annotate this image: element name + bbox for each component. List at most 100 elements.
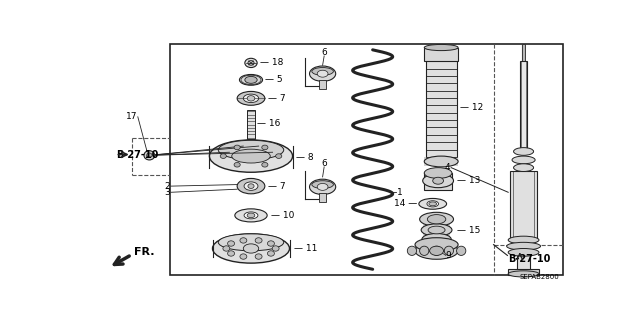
Text: 9: 9: [446, 251, 452, 260]
Ellipse shape: [428, 215, 446, 224]
Text: — 7: — 7: [268, 182, 285, 191]
Ellipse shape: [429, 246, 444, 256]
Ellipse shape: [415, 242, 458, 259]
Ellipse shape: [243, 244, 259, 253]
Ellipse shape: [428, 226, 445, 234]
Text: — 10: — 10: [271, 211, 294, 220]
Ellipse shape: [415, 238, 458, 252]
Bar: [319, 193, 326, 202]
Ellipse shape: [310, 179, 336, 195]
Ellipse shape: [240, 254, 247, 259]
Bar: [422, 230, 451, 239]
Text: — 13: — 13: [458, 176, 481, 185]
Bar: [422, 219, 451, 230]
Text: 14 —: 14 —: [394, 199, 417, 208]
Ellipse shape: [317, 183, 328, 190]
Text: 4: 4: [445, 163, 451, 172]
Bar: [424, 173, 452, 190]
Ellipse shape: [513, 148, 534, 155]
Ellipse shape: [424, 156, 458, 167]
Ellipse shape: [312, 181, 333, 189]
Ellipse shape: [419, 198, 447, 209]
Bar: [415, 245, 458, 252]
Bar: [424, 48, 458, 61]
Ellipse shape: [407, 246, 417, 256]
Text: — 7: — 7: [268, 94, 285, 103]
Bar: [426, 60, 456, 161]
Ellipse shape: [245, 76, 257, 83]
Ellipse shape: [456, 246, 466, 256]
Ellipse shape: [220, 154, 227, 159]
Ellipse shape: [255, 254, 262, 259]
Ellipse shape: [239, 74, 262, 85]
Ellipse shape: [444, 246, 454, 256]
Ellipse shape: [244, 212, 258, 219]
Ellipse shape: [255, 238, 262, 243]
Ellipse shape: [421, 224, 452, 236]
Ellipse shape: [237, 178, 265, 194]
Text: 2: 2: [164, 182, 170, 191]
Ellipse shape: [228, 251, 234, 256]
Ellipse shape: [433, 177, 444, 184]
Text: 6: 6: [321, 48, 327, 57]
Ellipse shape: [508, 271, 539, 277]
Ellipse shape: [248, 61, 254, 65]
Ellipse shape: [212, 234, 289, 263]
Bar: [520, 61, 527, 150]
Ellipse shape: [513, 164, 534, 172]
Ellipse shape: [512, 156, 535, 164]
Ellipse shape: [424, 44, 458, 51]
Ellipse shape: [507, 242, 541, 250]
Ellipse shape: [147, 153, 152, 158]
Ellipse shape: [244, 182, 258, 190]
Bar: [508, 269, 539, 275]
Ellipse shape: [310, 66, 336, 81]
Ellipse shape: [234, 145, 240, 150]
Bar: [517, 256, 530, 272]
Ellipse shape: [218, 234, 284, 251]
Ellipse shape: [312, 68, 333, 75]
Text: B-27-10: B-27-10: [508, 254, 550, 263]
Ellipse shape: [243, 94, 259, 103]
Ellipse shape: [276, 154, 282, 159]
Ellipse shape: [422, 174, 454, 188]
Bar: [509, 172, 538, 241]
Text: 6: 6: [321, 159, 327, 167]
Ellipse shape: [268, 241, 275, 246]
Ellipse shape: [424, 168, 452, 178]
Ellipse shape: [247, 96, 255, 101]
Bar: [247, 110, 255, 139]
Ellipse shape: [422, 234, 451, 245]
Text: — 11: — 11: [294, 244, 317, 253]
Text: — 16: — 16: [257, 119, 280, 128]
Ellipse shape: [508, 236, 539, 244]
Ellipse shape: [234, 162, 240, 167]
Bar: [319, 80, 326, 89]
Ellipse shape: [144, 151, 155, 160]
Ellipse shape: [218, 140, 284, 160]
Ellipse shape: [268, 251, 275, 256]
Ellipse shape: [272, 246, 279, 251]
Text: 17: 17: [126, 112, 138, 121]
Ellipse shape: [420, 212, 454, 226]
Ellipse shape: [245, 58, 257, 68]
Ellipse shape: [508, 249, 539, 256]
Ellipse shape: [209, 140, 292, 172]
Text: — 5: — 5: [265, 75, 282, 84]
Text: 3: 3: [164, 188, 170, 197]
Ellipse shape: [247, 213, 255, 218]
Bar: [170, 44, 563, 275]
Text: B-27-10: B-27-10: [116, 150, 159, 160]
Bar: [522, 44, 525, 61]
Ellipse shape: [429, 202, 436, 206]
Ellipse shape: [232, 149, 270, 163]
Ellipse shape: [223, 246, 230, 251]
Ellipse shape: [228, 241, 234, 246]
Ellipse shape: [237, 92, 265, 105]
Ellipse shape: [432, 246, 441, 256]
Ellipse shape: [262, 145, 268, 150]
Ellipse shape: [240, 238, 247, 243]
Text: — 18: — 18: [260, 58, 284, 67]
Ellipse shape: [262, 162, 268, 167]
Text: — 15: — 15: [456, 226, 480, 234]
